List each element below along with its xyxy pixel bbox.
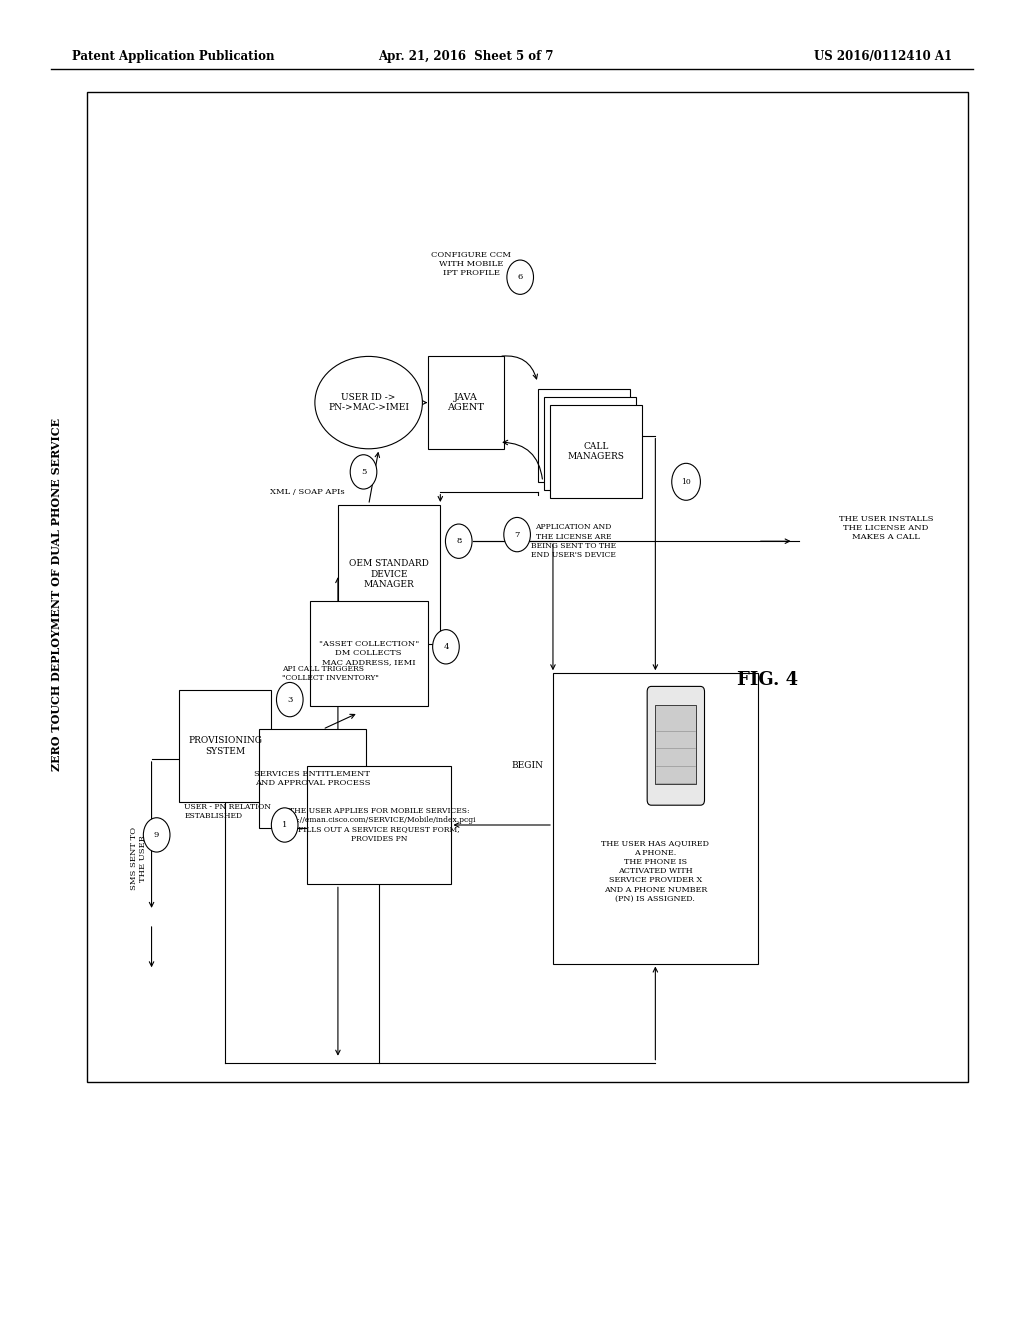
- Text: XML / SOAP APIs: XML / SOAP APIs: [270, 488, 344, 496]
- Text: 6: 6: [517, 273, 523, 281]
- Text: BEGIN: BEGIN: [511, 762, 544, 770]
- FancyBboxPatch shape: [309, 601, 428, 706]
- Text: 5: 5: [360, 467, 367, 477]
- Text: 3: 3: [287, 696, 293, 704]
- FancyArrowPatch shape: [503, 441, 543, 479]
- Circle shape: [672, 463, 700, 500]
- Text: 1: 1: [282, 821, 288, 829]
- Text: THE USER HAS AQUIRED
A PHONE.
THE PHONE IS
ACTIVATED WITH
SERVICE PROVIDER X
AND: THE USER HAS AQUIRED A PHONE. THE PHONE …: [601, 840, 710, 903]
- Text: USER - PN RELATION
ESTABLISHED: USER - PN RELATION ESTABLISHED: [184, 803, 271, 821]
- Circle shape: [276, 682, 303, 717]
- Circle shape: [143, 817, 170, 853]
- Text: FIG. 4: FIG. 4: [737, 671, 799, 689]
- Text: 9: 9: [154, 830, 160, 840]
- FancyBboxPatch shape: [307, 766, 451, 884]
- Text: THE USER INSTALLS
THE LICENSE AND
MAKES A CALL: THE USER INSTALLS THE LICENSE AND MAKES …: [839, 515, 933, 541]
- FancyArrowPatch shape: [502, 356, 538, 379]
- Text: SERVICES ENTITLEMENT
AND APPROVAL PROCESS: SERVICES ENTITLEMENT AND APPROVAL PROCES…: [254, 770, 371, 788]
- Text: US 2016/0112410 A1: US 2016/0112410 A1: [814, 50, 952, 63]
- Text: Apr. 21, 2016  Sheet 5 of 7: Apr. 21, 2016 Sheet 5 of 7: [378, 50, 554, 63]
- Text: Patent Application Publication: Patent Application Publication: [72, 50, 274, 63]
- Text: THE USER APPLIES FOR MOBILE SERVICES:
http://eman.cisco.com/SERVICE/Mobile/index: THE USER APPLIES FOR MOBILE SERVICES: ht…: [282, 808, 476, 842]
- Text: USER ID ->
PN->MAC->IMEI: USER ID -> PN->MAC->IMEI: [328, 393, 410, 412]
- Text: 7: 7: [514, 531, 520, 539]
- FancyBboxPatch shape: [258, 729, 367, 829]
- Text: API CALL TRIGGERS
"COLLECT INVENTORY": API CALL TRIGGERS "COLLECT INVENTORY": [282, 664, 379, 682]
- Text: SMS SENT TO
THE USER: SMS SENT TO THE USER: [130, 826, 146, 890]
- Text: OEM STANDARD
DEVICE
MANAGER: OEM STANDARD DEVICE MANAGER: [349, 560, 429, 589]
- Text: 8: 8: [456, 537, 462, 545]
- Text: 4: 4: [443, 643, 449, 651]
- FancyBboxPatch shape: [655, 705, 696, 784]
- Circle shape: [432, 630, 459, 664]
- FancyBboxPatch shape: [550, 405, 642, 498]
- FancyBboxPatch shape: [179, 689, 271, 801]
- Text: 10: 10: [681, 478, 691, 486]
- FancyBboxPatch shape: [647, 686, 705, 805]
- Text: PROVISIONING
SYSTEM: PROVISIONING SYSTEM: [188, 737, 262, 755]
- FancyBboxPatch shape: [338, 506, 440, 644]
- Ellipse shape: [315, 356, 423, 449]
- FancyBboxPatch shape: [538, 389, 630, 482]
- FancyBboxPatch shape: [544, 397, 636, 490]
- Text: CONFIGURE CCM
WITH MOBILE
IPT PROFILE: CONFIGURE CCM WITH MOBILE IPT PROFILE: [431, 251, 511, 277]
- Text: "ASSET COLLECTION"
DM COLLECTS
MAC ADDRESS, IEMI: "ASSET COLLECTION" DM COLLECTS MAC ADDRE…: [318, 640, 419, 667]
- Circle shape: [445, 524, 472, 558]
- Text: JAVA
AGENT: JAVA AGENT: [447, 393, 484, 412]
- FancyBboxPatch shape: [553, 673, 758, 964]
- Text: APPLICATION AND
THE LICENSE ARE
BEING SENT TO THE
END USER'S DEVICE: APPLICATION AND THE LICENSE ARE BEING SE…: [530, 524, 616, 558]
- Circle shape: [507, 260, 534, 294]
- FancyBboxPatch shape: [428, 356, 505, 449]
- Circle shape: [271, 808, 298, 842]
- Text: ZERO TOUCH DEPLOYMENT OF DUAL PHONE SERVICE: ZERO TOUCH DEPLOYMENT OF DUAL PHONE SERV…: [51, 417, 61, 771]
- Circle shape: [504, 517, 530, 552]
- Circle shape: [350, 455, 377, 490]
- Text: CALL
MANAGERS: CALL MANAGERS: [567, 442, 625, 461]
